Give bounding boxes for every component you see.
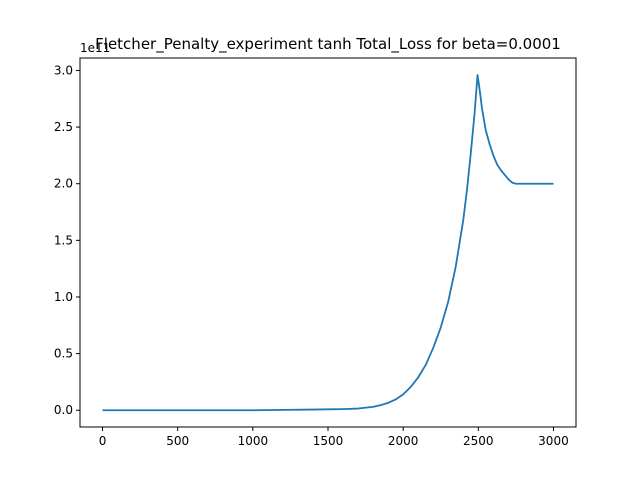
chart-title: Fletcher_Penalty_experiment tanh Total_L…: [95, 35, 561, 54]
x-tick-label: 2500: [463, 434, 494, 448]
x-tick-label: 500: [166, 434, 189, 448]
y-tick-label: 2.0: [54, 177, 73, 191]
plot-area: 0 500 1000 1500 2000 2500 3000 0.0 0.5 1.0 1.5 2.0 2…: [54, 57, 577, 448]
y-tick-label: 0.5: [54, 347, 73, 361]
x-tick-label: 0: [99, 434, 107, 448]
y-axis-offset-label: 1e11: [80, 41, 110, 55]
x-tick-label: 1500: [313, 434, 344, 448]
x-tick-label: 1000: [238, 434, 269, 448]
y-tick-label: 3.0: [54, 63, 73, 77]
x-tick-label: 3000: [538, 434, 569, 448]
series-line-0: [102, 74, 554, 412]
y-tick-label: 1.5: [54, 233, 73, 247]
y-tick-label: 0.0: [54, 403, 73, 417]
y-tick-label: 2.5: [54, 120, 73, 134]
x-tick-label: 2000: [388, 434, 419, 448]
y-tick-label: 1.0: [54, 290, 73, 304]
